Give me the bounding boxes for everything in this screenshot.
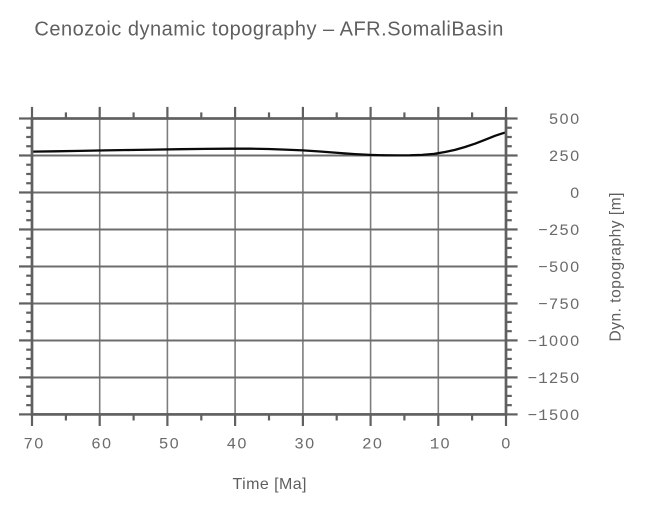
svg-text:50: 50	[159, 436, 180, 454]
svg-text:Dyn. topography [m]: Dyn. topography [m]	[608, 193, 625, 342]
svg-text:−750: −750	[538, 296, 580, 314]
svg-text:−1500: −1500	[527, 407, 580, 425]
svg-text:Cenozoic dynamic topography –: Cenozoic dynamic topography – AFR.Somali…	[34, 19, 503, 41]
svg-text:−250: −250	[538, 222, 580, 240]
svg-text:−1250: −1250	[527, 370, 580, 388]
svg-text:10: 10	[430, 436, 451, 454]
svg-text:−500: −500	[538, 259, 580, 277]
svg-text:60: 60	[91, 436, 112, 454]
svg-text:20: 20	[362, 436, 383, 454]
svg-text:70: 70	[23, 436, 44, 454]
svg-text:30: 30	[294, 436, 315, 454]
svg-text:40: 40	[226, 436, 247, 454]
svg-text:250: 250	[549, 148, 581, 166]
svg-text:Time [Ma]: Time [Ma]	[233, 476, 307, 493]
